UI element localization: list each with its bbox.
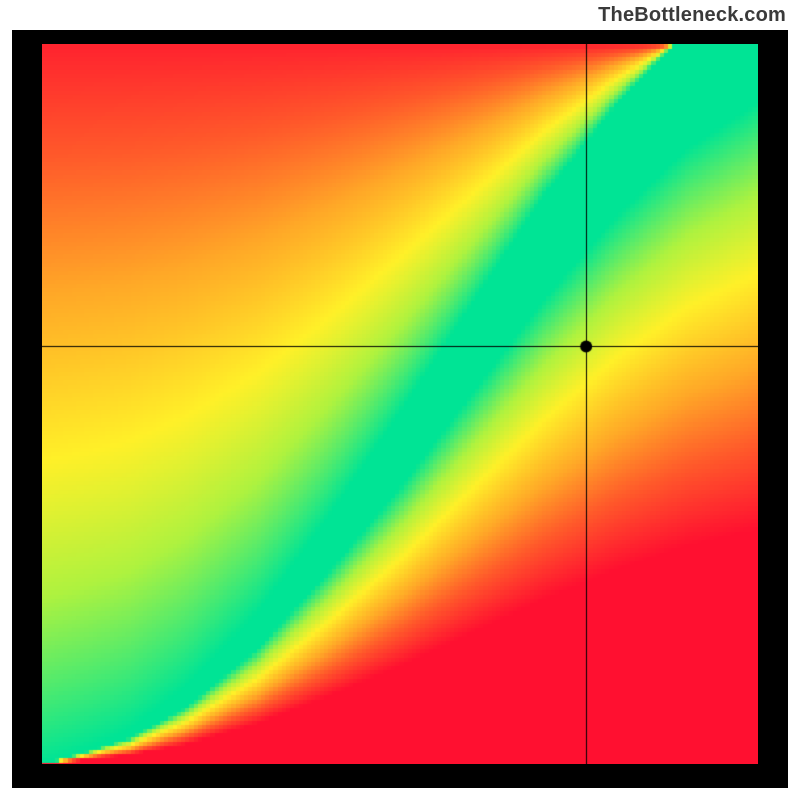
chart-container: TheBottleneck.com <box>0 0 800 800</box>
plot-frame <box>12 30 788 788</box>
bottleneck-heatmap <box>42 44 758 764</box>
watermark: TheBottleneck.com <box>598 4 786 27</box>
